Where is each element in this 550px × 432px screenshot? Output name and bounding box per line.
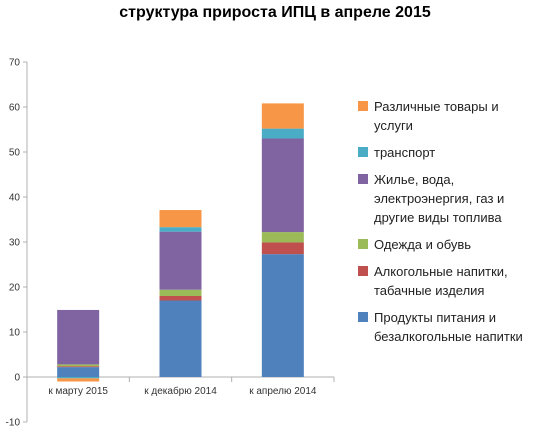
bar-segment-5-2 (159, 227, 202, 232)
bar-segment-5-1 (57, 377, 100, 379)
legend-label: электроэнергия, газ и (374, 191, 505, 206)
y-tick-label: 10 (9, 328, 21, 339)
bar-segment-4-3 (261, 138, 304, 233)
x-category-label: к марту 2015 (48, 386, 108, 397)
x-category-label: к апрелю 2014 (249, 386, 317, 397)
bar-segment-3-1 (57, 364, 100, 367)
legend-label: Одежда и обувь (374, 237, 472, 252)
legend-swatch (358, 312, 368, 322)
legend-swatch (358, 147, 368, 157)
bar-segment-3-3 (261, 232, 304, 243)
bar-segment-2-1 (57, 366, 100, 368)
bar-segment-3-2 (159, 289, 202, 296)
legend-label: табачные изделия (374, 283, 485, 298)
y-tick-label: 0 (14, 373, 20, 384)
bar-segment-2-3 (261, 242, 304, 255)
y-tick-label: 70 (9, 58, 21, 69)
legend-label: Различные товары и (374, 99, 499, 114)
legend-swatch (358, 266, 368, 276)
legend-label: другие виды топлива (374, 210, 502, 225)
bar-segment-6-2 (159, 210, 202, 228)
bar-segment-2-2 (159, 296, 202, 301)
legend-label: безалкогольные напитки (374, 329, 523, 344)
legend-swatch (358, 101, 368, 111)
legend-label: транспорт (374, 145, 436, 160)
chart-title: структура прироста ИПЦ в апреле 2015 (119, 4, 431, 21)
legend-label: Продукты питания и (374, 310, 497, 325)
y-tick-label: 60 (9, 103, 21, 114)
bar-segment-4-2 (159, 231, 202, 290)
legend-swatch (358, 239, 368, 249)
bar-segment-4-1 (57, 309, 100, 365)
legend-swatch (358, 174, 368, 184)
y-tick-label: 20 (9, 283, 21, 294)
y-tick-label: 40 (9, 193, 21, 204)
y-tick-label: 50 (9, 148, 21, 159)
bar-segment-1-3 (261, 254, 304, 377)
bar-segment-6-1 (57, 378, 100, 382)
legend-label: услуги (374, 118, 413, 133)
y-tick-label: 30 (9, 238, 21, 249)
x-category-label: к декабрю 2014 (144, 385, 217, 397)
legend-label: Алкогольные напитки, (374, 264, 508, 279)
bar-segment-1-1 (57, 367, 100, 377)
y-tick-label: -10 (6, 418, 21, 429)
bar-segment-5-3 (261, 128, 304, 139)
legend-label: Жилье, вода, (374, 172, 455, 187)
bar-segment-6-3 (261, 103, 304, 129)
bar-segment-1-2 (159, 300, 202, 377)
